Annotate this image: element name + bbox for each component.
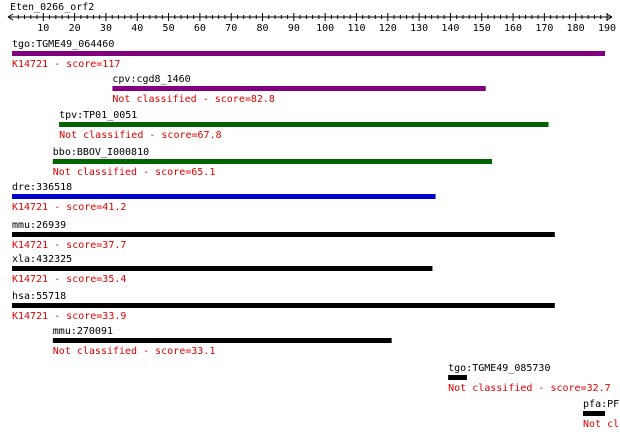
hit-score-label: Not classified - score=32.7 — [448, 383, 611, 394]
hit-bar[interactable] — [12, 51, 605, 56]
axis-tick-label: 100 — [316, 23, 334, 34]
axis-tick-label: 80 — [257, 23, 269, 34]
hit-bar[interactable] — [12, 266, 433, 271]
hit-row[interactable]: tgo:TGME49_085730 Not classified - score=… — [448, 363, 611, 394]
hit-row[interactable]: pfa:PFE0580w Not classified - score=30.8 — [583, 399, 620, 430]
hit-row[interactable]: xla:432325 K14721 - score=35.4 — [12, 254, 433, 285]
hit-id-label[interactable]: xla:432325 — [12, 254, 72, 265]
hit-bar[interactable] — [12, 232, 555, 237]
hit-score-label: K14721 - score=35.4 — [12, 274, 126, 285]
hit-id-label[interactable]: mmu:270091 — [53, 326, 113, 337]
hit-id-label[interactable]: hsa:55718 — [12, 291, 66, 302]
hit-row[interactable]: mmu:26939 K14721 - score=37.7 — [12, 220, 555, 251]
hit-score-label: Not classified - score=65.1 — [53, 167, 216, 178]
hit-bar[interactable] — [448, 375, 467, 380]
axis-tick-label: 190 — [598, 23, 616, 34]
hit-bar[interactable] — [12, 303, 555, 308]
hit-row[interactable]: bbo:BBOV_I000810 Not classified - score=6… — [52, 147, 493, 178]
hit-id-label[interactable]: tgo:TGME49_085730 — [448, 363, 550, 374]
hit-score-label: K14721 - score=33.9 — [12, 311, 126, 322]
hit-id-label[interactable]: bbo:BBOV_I000810 — [53, 147, 149, 158]
axis-tick-label: 140 — [441, 23, 459, 34]
hit-id-label[interactable]: dre:336518 — [12, 182, 72, 193]
hit-id-label[interactable]: cpv:cgd8_1460 — [112, 74, 190, 85]
hit-row[interactable]: hsa:55718 K14721 - score=33.9 — [12, 291, 555, 322]
axis-tick-label: 110 — [347, 23, 365, 34]
hit-score-label: Not classified - score=30.8 — [583, 419, 620, 430]
hit-row[interactable]: tpv:TP01_0051 Not classified - score=67.8 — [59, 110, 549, 141]
hit-list: tgo:TGME49_064460 K14721 - score=117 cpv:c… — [12, 39, 620, 430]
hit-score-label: Not classified - score=82.8 — [112, 94, 275, 105]
hit-bar[interactable] — [112, 86, 486, 91]
hit-score-label: Not classified - score=33.1 — [53, 346, 216, 357]
axis-tick-label: 70 — [225, 23, 237, 34]
axis-tick-label: 20 — [69, 23, 81, 34]
hit-row[interactable]: tgo:TGME49_064460 K14721 - score=117 — [12, 39, 605, 70]
diagram-title: Eten_0266_orf2 — [10, 2, 94, 13]
axis-tick-label: 90 — [288, 23, 300, 34]
hit-row[interactable]: cpv:cgd8_1460 Not classified - score=82.8 — [112, 74, 486, 105]
hit-id-label[interactable]: pfa:PFE0580w — [583, 399, 620, 410]
axis-tick-label: 120 — [379, 23, 397, 34]
axis-tick-label: 130 — [410, 23, 428, 34]
hit-score-label: K14721 - score=117 — [12, 59, 120, 70]
hit-bar[interactable] — [52, 159, 493, 164]
axis-tick-label: 60 — [194, 23, 206, 34]
axis-arrow-right — [606, 13, 613, 21]
hit-row[interactable]: mmu:270091 Not classified - score=33.1 — [52, 326, 392, 357]
hit-row[interactable]: dre:336518 K14721 - score=41.2 — [12, 182, 436, 213]
axis-tick-label: 40 — [131, 23, 143, 34]
hit-score-label: Not classified - score=67.8 — [59, 130, 222, 141]
hit-id-label[interactable]: tgo:TGME49_064460 — [12, 39, 114, 50]
axis-tick-label: 150 — [473, 23, 491, 34]
hit-bar[interactable] — [583, 411, 605, 416]
position-axis: 10 20 30 40 50 60 70 80 90 100 110 120 130 140 150 160 1… — [7, 13, 616, 34]
hit-bar[interactable] — [12, 194, 436, 199]
axis-tick-label: 160 — [504, 23, 522, 34]
hit-id-label[interactable]: mmu:26939 — [12, 220, 66, 231]
axis-arrow-left — [7, 13, 14, 21]
axis-tick-label: 180 — [567, 23, 585, 34]
hit-score-label: K14721 - score=37.7 — [12, 240, 126, 251]
hit-bar[interactable] — [59, 122, 549, 127]
hit-id-label[interactable]: tpv:TP01_0051 — [59, 110, 137, 121]
axis-tick-label: 170 — [535, 23, 553, 34]
axis-tick-label: 50 — [163, 23, 175, 34]
axis-tick-label: 30 — [100, 23, 112, 34]
hit-score-label: K14721 - score=41.2 — [12, 202, 126, 213]
hit-bar[interactable] — [52, 338, 392, 343]
axis-tick-label: 10 — [37, 23, 49, 34]
